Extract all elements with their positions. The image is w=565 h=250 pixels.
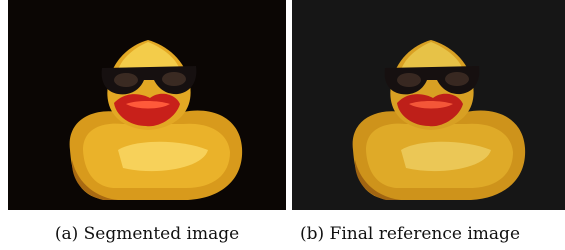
- caption: (b) Final reference image: [300, 224, 520, 244]
- caption: (a) Segmented image: [55, 224, 239, 244]
- page: (a) Segmented image (b) Final reference …: [0, 0, 565, 250]
- figure: (a) Segmented image (b) Final reference …: [0, 0, 565, 250]
